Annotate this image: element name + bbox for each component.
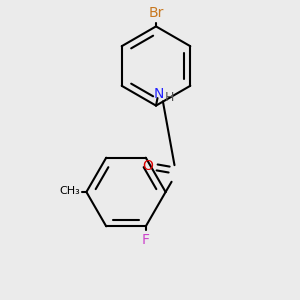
- Text: H: H: [165, 91, 174, 104]
- Text: O: O: [142, 159, 153, 172]
- Text: Br: Br: [148, 6, 164, 20]
- Text: N: N: [154, 87, 164, 101]
- Text: CH₃: CH₃: [59, 186, 80, 196]
- Text: F: F: [142, 233, 150, 247]
